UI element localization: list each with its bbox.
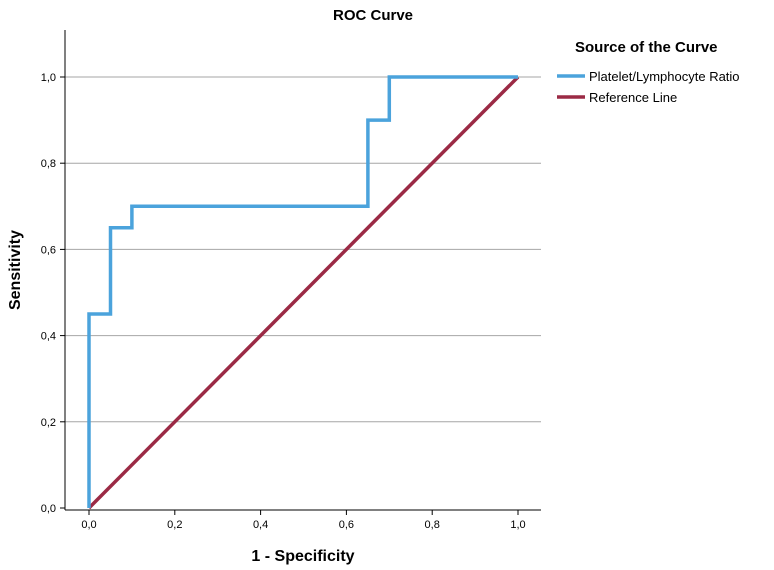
x-axis-ticks: 0,0 0,2 0,4 0,6 0,8 1,0 bbox=[81, 510, 526, 531]
y-tick-label-5: 1,0 bbox=[41, 72, 56, 84]
y-axis-ticks: 0,0 0,2 0,4 0,6 0,8 1,0 bbox=[41, 72, 65, 515]
series-lines bbox=[87, 75, 520, 510]
x-tick-label-1: 0,2 bbox=[167, 519, 182, 531]
y-axis-title: Sensitivity bbox=[7, 230, 24, 310]
y-tick-label-2: 0,4 bbox=[41, 331, 56, 343]
legend-label-0: Platelet/Lymphocyte Ratio bbox=[589, 69, 740, 84]
series-line-1 bbox=[87, 75, 520, 510]
x-axis-title: 1 - Specificity bbox=[251, 548, 354, 565]
legend: Source of the Curve Platelet/Lymphocyte … bbox=[557, 39, 740, 105]
grid-lines bbox=[65, 76, 541, 423]
chart-title: ROC Curve bbox=[333, 7, 413, 24]
x-tick-label-5: 1,0 bbox=[510, 519, 525, 531]
legend-title: Source of the Curve bbox=[575, 39, 718, 56]
series-line-0 bbox=[87, 75, 518, 508]
legend-label-1: Reference Line bbox=[589, 90, 677, 105]
y-tick-label-0: 0,0 bbox=[41, 503, 56, 515]
x-tick-label-4: 0,8 bbox=[425, 519, 440, 531]
axes bbox=[64, 30, 541, 511]
y-tick-label-3: 0,6 bbox=[41, 244, 56, 256]
y-tick-label-4: 0,8 bbox=[41, 158, 56, 170]
x-tick-label-3: 0,6 bbox=[339, 519, 354, 531]
y-tick-label-1: 0,2 bbox=[41, 417, 56, 429]
x-tick-label-0: 0,0 bbox=[81, 519, 96, 531]
x-tick-label-2: 0,4 bbox=[253, 519, 268, 531]
